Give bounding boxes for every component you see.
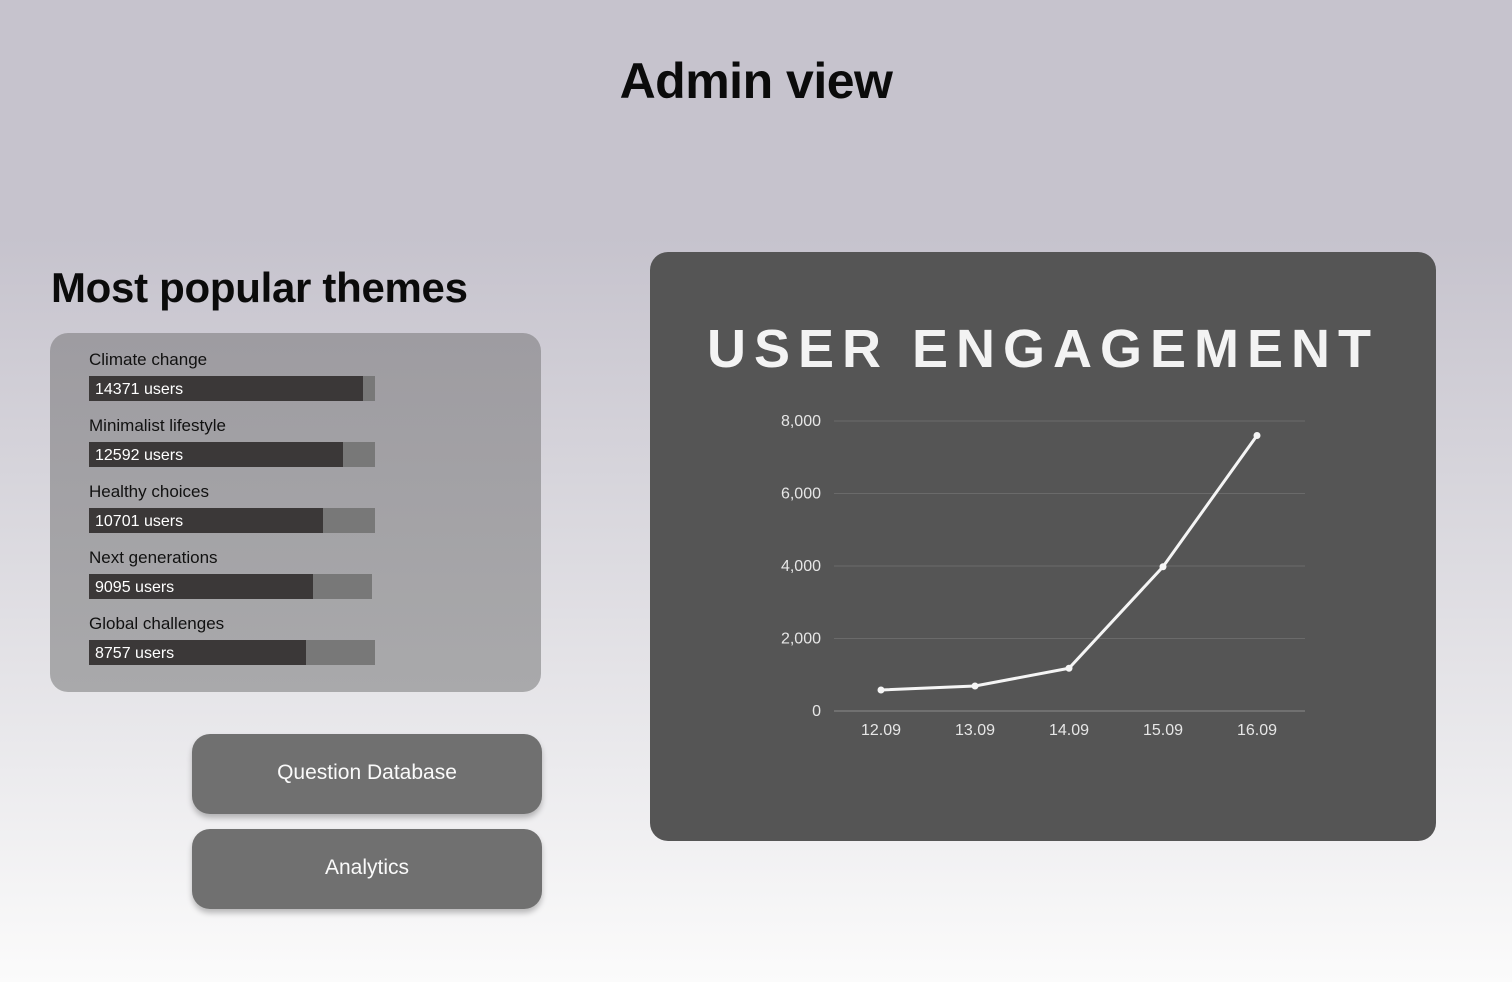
y-tick-label: 8,000 — [781, 413, 821, 430]
data-point — [971, 682, 979, 690]
y-tick-label: 2,000 — [781, 631, 821, 648]
theme-bar-track: 9095 users — [89, 574, 372, 599]
theme-bar-track: 14371 users — [89, 376, 375, 401]
data-point — [1159, 563, 1167, 571]
theme-users-count: 10701 users — [95, 513, 184, 530]
theme-item: Next generations 9095 users — [89, 547, 372, 599]
theme-label: Minimalist lifestyle — [89, 416, 226, 435]
y-tick-label: 0 — [812, 703, 821, 720]
theme-bar-fill — [89, 640, 307, 665]
theme-users-count: 8757 users — [95, 645, 175, 662]
chart-title: USER ENGAGEMENT — [706, 319, 1380, 379]
theme-item: Healthy choices 10701 users — [89, 481, 375, 533]
series-line — [880, 434, 1259, 692]
theme-bar-track: 10701 users — [89, 508, 375, 533]
theme-users-count: 14371 users — [95, 381, 184, 398]
theme-bar-fill — [89, 376, 363, 401]
page-title: Admin view — [619, 53, 893, 109]
question-database-button[interactable]: Question Database — [192, 734, 542, 814]
y-tick-label: 4,000 — [781, 558, 821, 575]
user-engagement-chart: 0 2,000 4,000 6,000 8,000 12.09 13.09 14.09 15.0… — [781, 413, 1305, 739]
x-tick-label: 15.09 — [1143, 722, 1183, 739]
x-tick-label: 16.09 — [1237, 722, 1277, 739]
y-tick-label: 6,000 — [781, 486, 821, 503]
data-point — [877, 686, 885, 694]
theme-users-count: 9095 users — [95, 579, 175, 596]
user-engagement-chart-card: USER ENGAGEMENT 0 2,000 4,000 6,000 8,000 12.… — [650, 252, 1436, 841]
theme-label: Global challenges — [89, 614, 225, 633]
theme-item: Minimalist lifestyle 12592 users — [89, 415, 375, 467]
themes-section-title: Most popular themes — [51, 264, 468, 311]
data-point — [1253, 432, 1261, 439]
theme-bar-fill — [89, 574, 313, 599]
theme-item: Climate change 14371 users — [89, 349, 375, 401]
data-point — [1065, 664, 1073, 672]
analytics-button[interactable]: Analytics — [192, 829, 542, 909]
x-tick-label: 12.09 — [861, 722, 901, 739]
theme-item: Global challenges 8757 users — [89, 613, 375, 665]
theme-users-count: 12592 users — [95, 447, 184, 464]
theme-bar-track: 12592 users — [89, 442, 375, 467]
theme-bar-track: 8757 users — [89, 640, 375, 665]
theme-bar-fill — [89, 442, 343, 467]
theme-label: Next generations — [89, 548, 218, 567]
theme-label: Climate change — [89, 350, 208, 369]
themes-card: Climate change 14371 users Minimalist li… — [50, 333, 541, 692]
x-tick-label: 14.09 — [1049, 722, 1089, 739]
x-tick-label: 13.09 — [955, 722, 995, 739]
theme-label: Healthy choices — [89, 482, 210, 501]
theme-bar-fill — [89, 508, 323, 533]
